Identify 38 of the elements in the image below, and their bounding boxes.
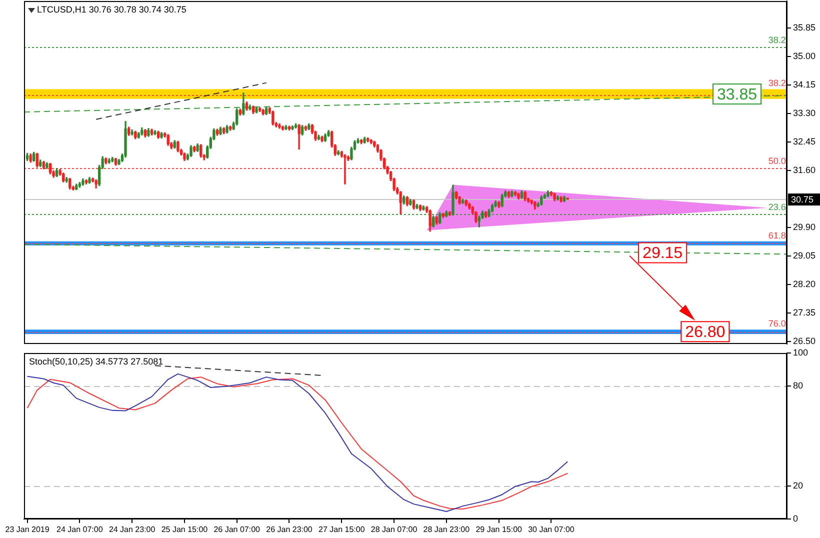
annotation: 23.6: [768, 202, 786, 212]
annotation: 38.2: [768, 34, 786, 45]
y-tick-label: 29.05: [793, 250, 816, 261]
ref-line-label: 30.75: [791, 194, 814, 204]
annotation: 50.0: [768, 156, 786, 166]
x-tick-label: 25 Jan 15:00: [161, 525, 208, 534]
annotation: 61.8: [768, 230, 786, 240]
x-tick-label: 28 Jan 23:00: [423, 525, 470, 534]
y-tick-label: 35.85: [793, 22, 816, 33]
y-tick-label: 33.30: [793, 108, 816, 118]
y-tick-label: 34.15: [793, 80, 816, 90]
y-tick-label: 31.60: [793, 165, 816, 176]
y-tick-label: 100: [793, 347, 808, 358]
annotation: 38.2: [768, 78, 786, 88]
chart-title: Stoch(50,10,25) 34.5773 27.5081: [29, 356, 164, 366]
x-tick-label: 30 Jan 07:00: [528, 525, 575, 534]
y-tick-label: 29.90: [793, 222, 816, 232]
annotation: 29.15: [642, 245, 683, 262]
x-tick-label: 24 Jan 07:00: [56, 525, 104, 534]
y-tick-label: 0: [793, 513, 798, 524]
chart-title: LTCUSD,H1 30.76 30.78 30.74 30.75: [37, 4, 186, 14]
x-tick-label: 28 Jan 07:00: [370, 525, 418, 534]
y-tick-label: 32.45: [793, 136, 816, 147]
annotation: 76.0: [768, 318, 786, 329]
x-tick-label: 29 Jan 15:00: [476, 525, 523, 534]
y-tick-label: 28.20: [793, 279, 816, 290]
y-tick-label: 27.35: [793, 308, 816, 318]
band-label: 33.85: [716, 86, 758, 104]
y-tick-label: 26.50: [793, 336, 816, 346]
y-tick-label: 35.00: [793, 51, 816, 62]
x-tick-label: 27 Jan 15:00: [318, 525, 366, 534]
y-tick-label: 80: [793, 380, 804, 391]
annotation: 26.80: [685, 324, 726, 341]
x-tick-label: 26 Jan 23:00: [266, 525, 313, 534]
x-tick-label: 24 Jan 23:00: [108, 525, 156, 534]
x-tick-label: 23 Jan 2019: [5, 525, 50, 534]
x-tick-label: 26 Jan 07:00: [214, 525, 261, 534]
y-tick-label: 20: [793, 480, 804, 490]
